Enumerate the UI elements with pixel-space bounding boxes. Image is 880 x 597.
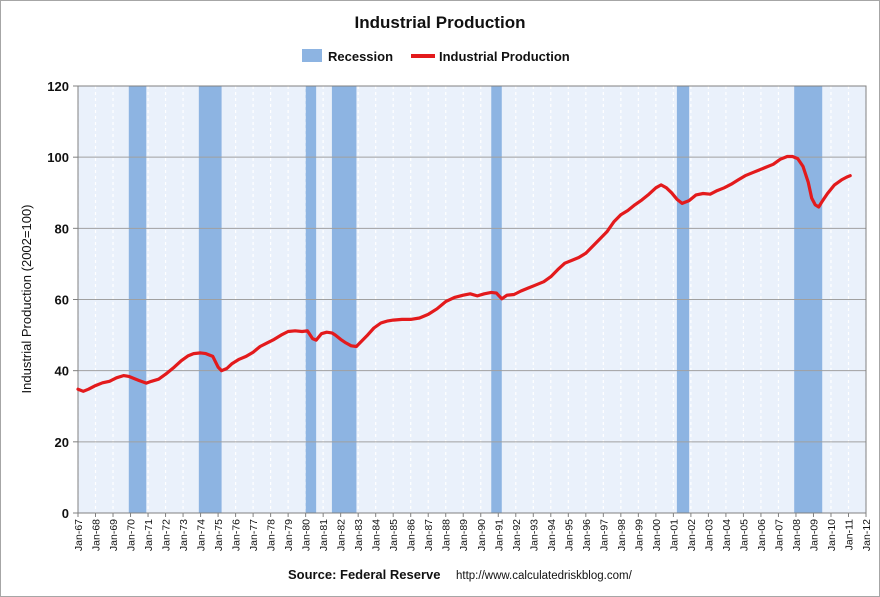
x-tick-label: Jan-86 [406, 519, 418, 551]
x-tick-label: Jan-07 [773, 519, 785, 551]
x-tick-label: Jan-10 [826, 519, 838, 551]
x-tick-label: Jan-81 [318, 519, 330, 551]
x-tick-label: Jan-76 [231, 519, 243, 551]
x-tick-label: Jan-87 [423, 519, 435, 551]
source-label: Source: Federal Reserve [288, 567, 440, 582]
x-tick-label: Jan-05 [738, 519, 750, 551]
legend-swatch-recession [302, 49, 322, 62]
y-axis-ticks: 0 20 40 60 80 100 120 [47, 79, 78, 521]
series-line-industrial-production [76, 154, 852, 393]
x-tick-label: Jan-01 [668, 519, 680, 551]
x-tick-label: Jan-89 [458, 519, 470, 551]
x-tick-label: Jan-72 [161, 519, 173, 551]
x-tick-label: Jan-84 [371, 519, 383, 551]
x-tick-label: Jan-08 [791, 519, 803, 551]
y-tick-label: 40 [55, 364, 69, 379]
x-tick-label: Jan-83 [353, 519, 365, 551]
x-axis-ticks: Jan-67 Jan-68 Jan-69 Jan-70 Jan-71 Jan-72 Jan-… [73, 513, 873, 551]
y-tick-label: 60 [55, 293, 69, 308]
x-tick-label: Jan-03 [703, 519, 715, 551]
x-tick-label: Jan-99 [633, 519, 645, 551]
chart-title: Industrial Production [355, 13, 526, 32]
x-tick-label: Jan-78 [266, 519, 278, 551]
x-tick-label: Jan-06 [756, 519, 768, 551]
x-tick-label: Jan-97 [598, 519, 610, 551]
y-tick-label: 80 [55, 221, 69, 236]
x-tick-label: Jan-80 [301, 519, 313, 551]
x-tick-label: Jan-94 [546, 519, 558, 551]
x-tick-label: Jan-12 [861, 519, 873, 551]
x-tick-label: Jan-71 [143, 519, 155, 551]
x-tick-label: Jan-11 [843, 519, 855, 550]
y-tick-label: 120 [47, 79, 69, 94]
y-tick-label: 0 [62, 506, 69, 521]
x-tick-label: Jan-77 [248, 519, 260, 551]
x-tick-label: Jan-93 [528, 519, 540, 551]
y-tick-label: 100 [47, 150, 69, 165]
x-tick-label: Jan-74 [196, 519, 208, 551]
x-tick-label: Jan-70 [126, 519, 138, 551]
x-tick-label: Jan-96 [581, 519, 593, 551]
x-tick-label: Jan-90 [476, 519, 488, 551]
legend-label-recession: Recession [328, 49, 393, 64]
x-tick-label: Jan-02 [686, 519, 698, 551]
x-tick-label: Jan-75 [213, 519, 225, 551]
legend-label-industrial-production: Industrial Production [439, 49, 570, 64]
y-axis-label: Industrial Production (2002=100) [19, 205, 34, 394]
x-tick-label: Jan-88 [441, 519, 453, 551]
x-tick-label: Jan-91 [493, 519, 505, 551]
source-url: http://www.calculatedriskblog.com/ [456, 570, 633, 582]
x-tick-label: Jan-92 [511, 519, 523, 551]
x-tick-label: Jan-04 [721, 519, 733, 551]
legend: Recession Industrial Production [302, 49, 570, 64]
x-tick-label: Jan-67 [73, 519, 85, 551]
x-tick-label: Jan-00 [651, 519, 663, 551]
x-tick-label: Jan-98 [616, 519, 628, 551]
x-tick-label: Jan-95 [563, 519, 575, 551]
y-tick-label: 20 [55, 435, 69, 450]
x-tick-label: Jan-09 [808, 519, 820, 551]
x-tick-label: Jan-79 [283, 519, 295, 551]
x-tick-label: Jan-73 [178, 519, 190, 551]
x-tick-label: Jan-85 [388, 519, 400, 551]
x-tick-label: Jan-82 [336, 519, 348, 551]
x-tick-label: Jan-68 [91, 519, 103, 551]
x-tick-label: Jan-69 [108, 519, 120, 551]
